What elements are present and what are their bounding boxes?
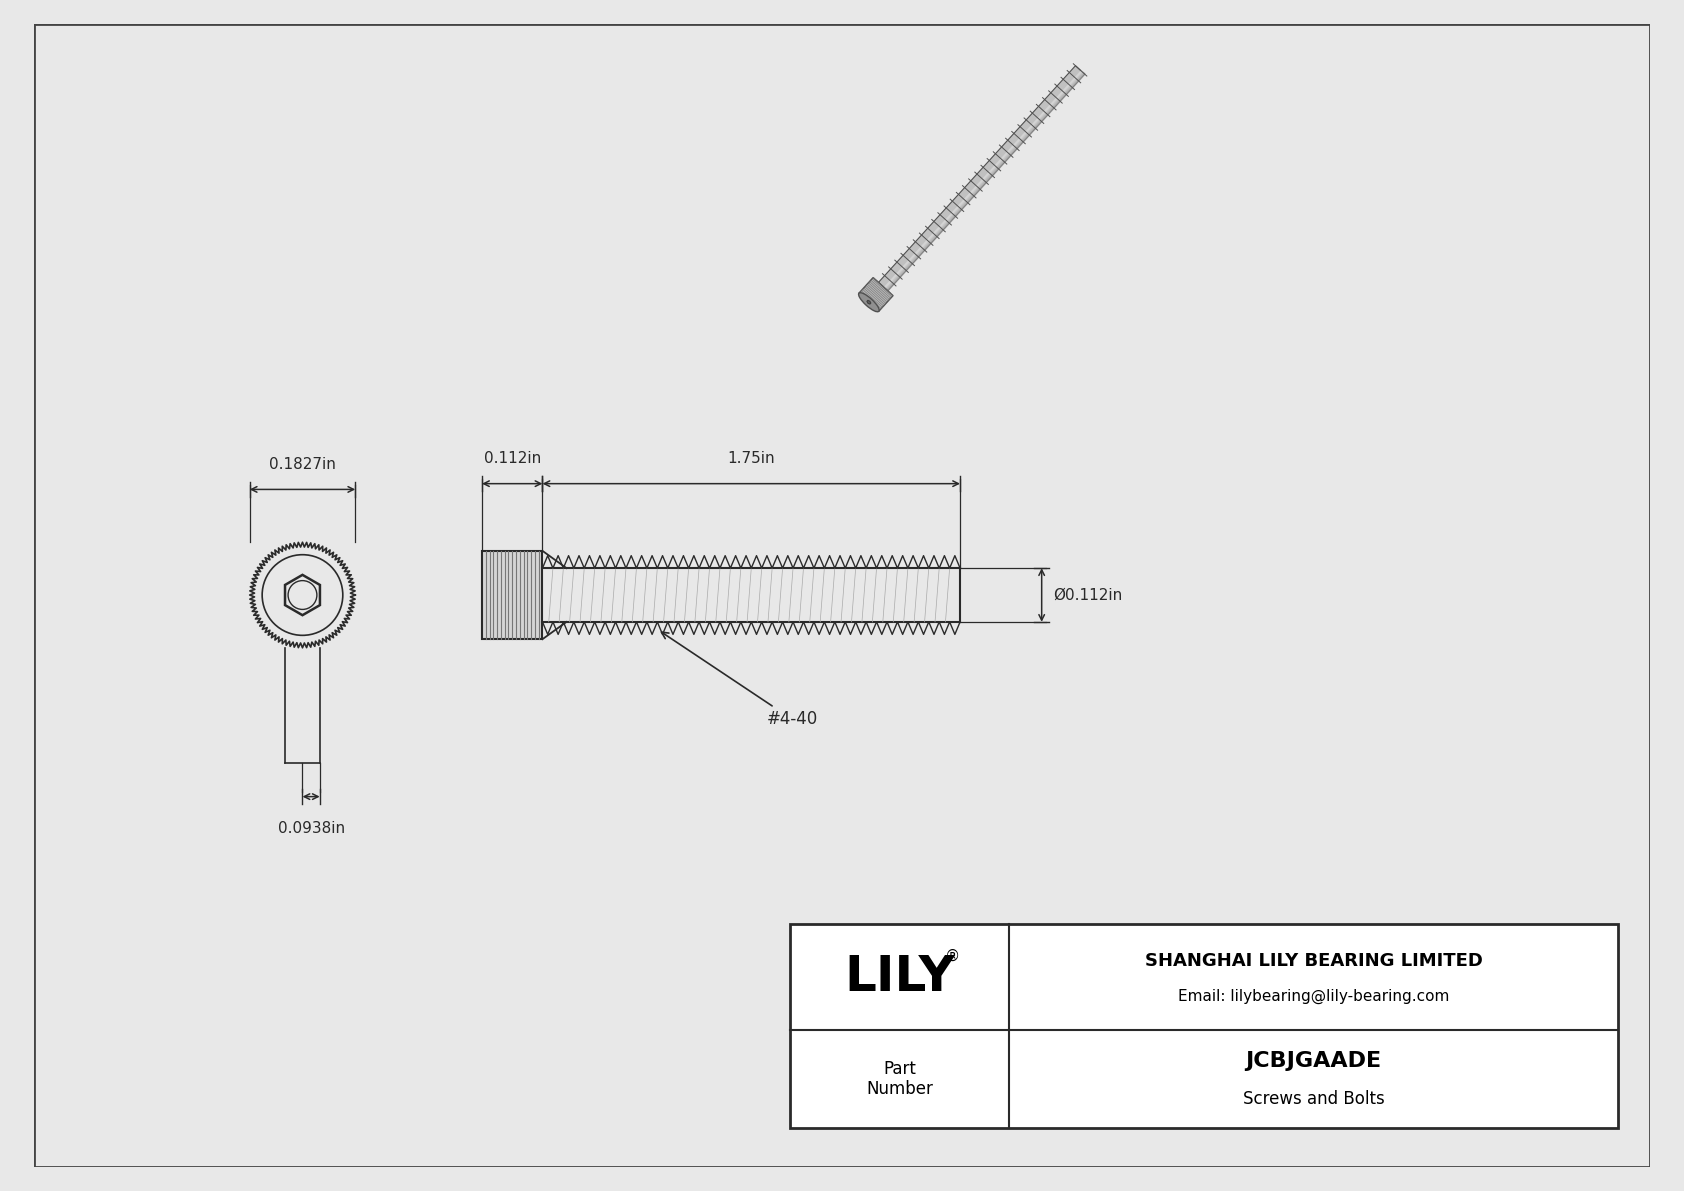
Text: Part
Number: Part Number [866,1060,933,1098]
Text: ®: ® [945,948,960,964]
Text: 0.112in: 0.112in [483,451,541,467]
Text: JCBJGAADE: JCBJGAADE [1246,1052,1381,1072]
Polygon shape [859,278,893,311]
Polygon shape [867,300,871,304]
Text: 0.1827in: 0.1827in [269,457,335,472]
Text: 1.75in: 1.75in [727,451,775,467]
Text: 0.0938in: 0.0938in [278,821,345,836]
Text: Ø0.112in: Ø0.112in [1052,587,1123,603]
Text: Email: lilybearing@lily-bearing.com: Email: lilybearing@lily-bearing.com [1177,989,1450,1004]
Text: LILY: LILY [844,953,955,1002]
Polygon shape [879,66,1084,291]
Ellipse shape [859,293,879,312]
Text: #4-40: #4-40 [662,632,818,728]
Text: SHANGHAI LILY BEARING LIMITED: SHANGHAI LILY BEARING LIMITED [1145,953,1482,971]
Bar [790,924,1618,1128]
Bar [482,551,542,640]
Text: Screws and Bolts: Screws and Bolts [1243,1090,1384,1108]
